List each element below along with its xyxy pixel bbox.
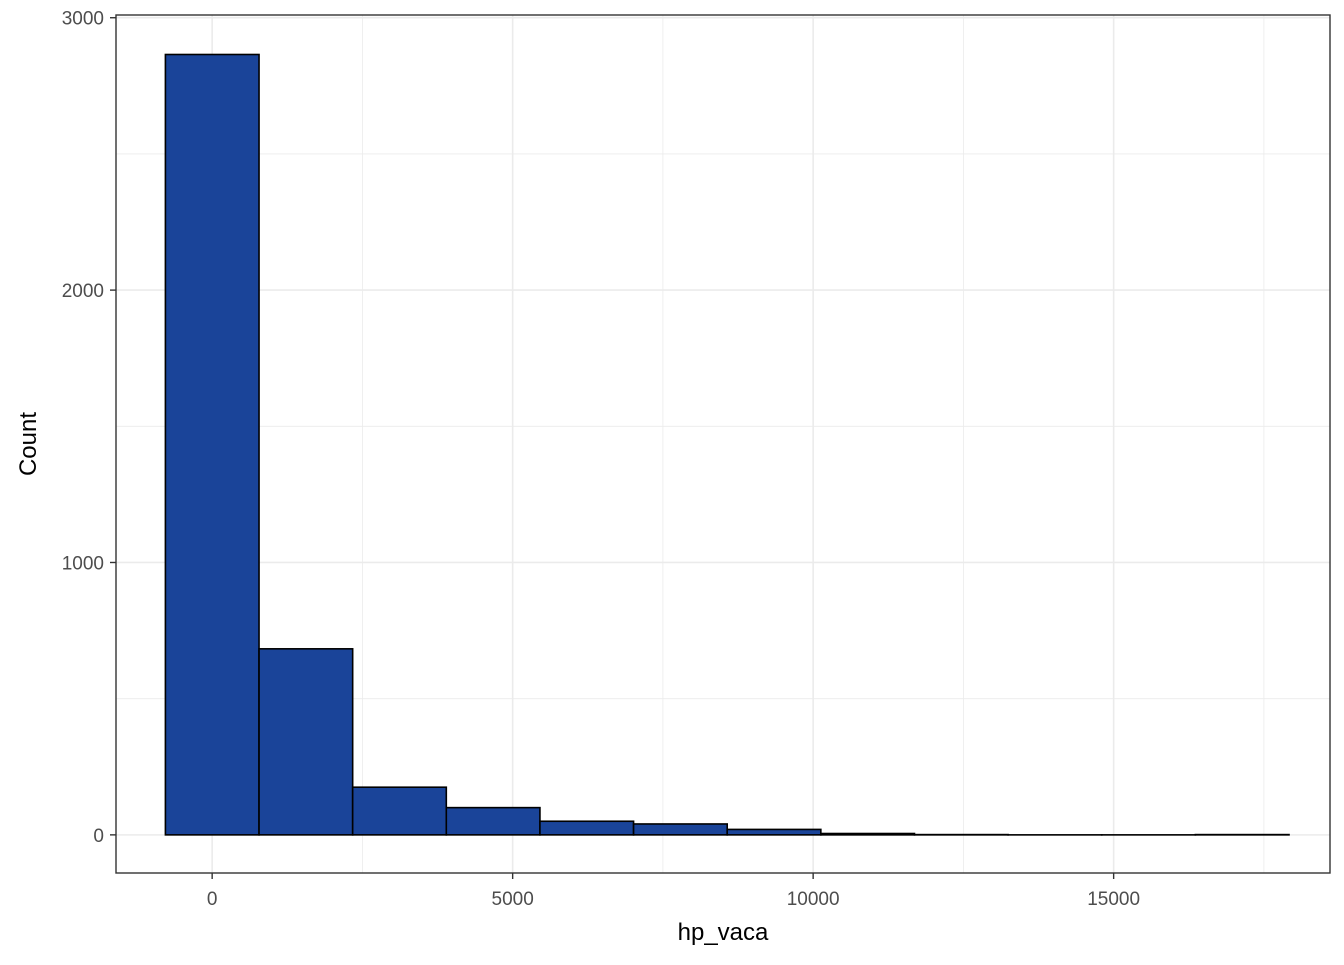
x-tick-label: 5000: [492, 889, 534, 910]
bar-layer: [165, 54, 1289, 834]
x-tick-label: 15000: [1087, 889, 1140, 910]
histogram-bar-6: [634, 824, 728, 835]
y-tick-label: 3000: [62, 9, 104, 30]
y-tick-label: 0: [93, 826, 104, 847]
y-tick-label: 1000: [62, 553, 104, 574]
x-tick-label: 0: [207, 889, 218, 910]
histogram-bar-8: [821, 834, 915, 835]
histogram-bar-7: [727, 829, 821, 834]
histogram-bar-1: [165, 54, 259, 834]
histogram-bar-4: [446, 808, 540, 835]
y-axis-title: Count: [15, 412, 42, 476]
y-tick-label: 2000: [62, 281, 104, 302]
x-tick-label: 10000: [787, 889, 840, 910]
x-axis-title: hp_vaca: [678, 919, 769, 946]
histogram-bar-3: [353, 787, 447, 835]
histogram-bar-5: [540, 821, 634, 835]
histogram-bar-2: [259, 649, 353, 835]
